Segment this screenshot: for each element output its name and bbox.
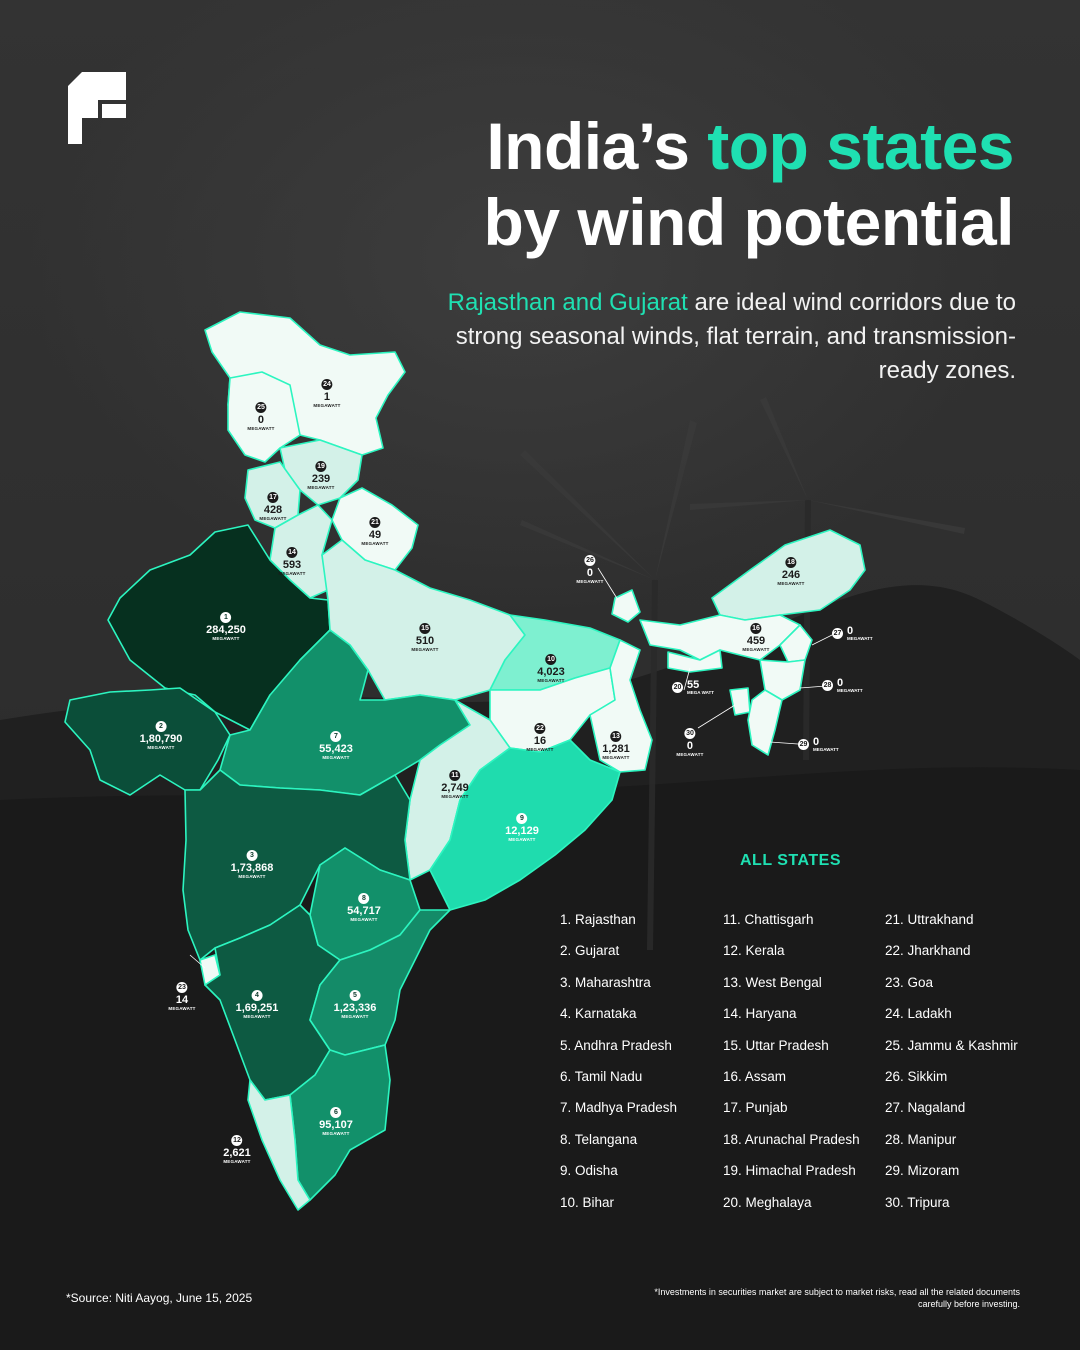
state-west-bengal xyxy=(589,639,653,773)
map-label-8: 8 54,717 MEGAWATT xyxy=(347,893,381,922)
map-label-6: 6 95,107 MEGAWATT xyxy=(319,1107,353,1136)
legend-item: 17. Punjab xyxy=(723,1100,788,1116)
legend-item: 3. Maharashtra xyxy=(560,974,651,990)
legend-item: 29. Mizoram xyxy=(885,1163,960,1179)
map-label-21: 21 49 MEGAWATT xyxy=(361,517,389,546)
legend-item: 2. Gujarat xyxy=(560,943,620,959)
map-label-24: 24 1 MEGAWATT xyxy=(313,379,341,408)
legend-item: 7. Madhya Pradesh xyxy=(560,1100,678,1116)
map-label-1: 1 284,250 MEGAWATT xyxy=(206,612,246,641)
legend-item: 30. Tripura xyxy=(885,1194,950,1210)
map-label-16: 16 459 MEGAWATT xyxy=(742,623,770,652)
state-mizoram xyxy=(747,689,783,756)
legend-item: 1. Rajasthan xyxy=(560,912,636,927)
map-label-10: 10 4,023 MEGAWATT xyxy=(537,654,565,683)
map-label-4: 4 1,69,251 MEGAWATT xyxy=(235,990,279,1019)
map-label-27: 27 0 MEGAWATT xyxy=(832,625,873,641)
state-legend: 1. Rajasthan 2. Gujarat 3. Maharashtra 4… xyxy=(560,912,1040,1226)
state-kerala xyxy=(247,1079,311,1211)
legend-item: 19. Himachal Pradesh xyxy=(723,1163,856,1179)
legend-item: 13. West Bengal xyxy=(723,974,822,990)
map-label-7: 7 55,423 MEGAWATT xyxy=(319,731,353,760)
subtitle-rest: are ideal wind corridors due to strong s… xyxy=(455,289,1016,384)
legend-item: 4. Karnataka xyxy=(560,1006,637,1022)
map-label-20: 20 55 MEGA WATT xyxy=(672,679,714,695)
state-jammu-kashmir xyxy=(227,371,301,463)
map-label-3: 3 1,73,868 MEGAWATT xyxy=(230,850,274,879)
map-label-23: 23 14 MEGAWATT xyxy=(168,982,196,1011)
map-label-14: 14 593 MEGAWATT xyxy=(278,547,306,576)
map-label-26: 26 0 MEGAWATT xyxy=(576,555,604,584)
legend-item: 16. Assam xyxy=(723,1068,787,1084)
legend-item: 14. Haryana xyxy=(723,1006,797,1022)
legend-item: 28. Manipur xyxy=(885,1131,957,1147)
title-line1-accent: top states xyxy=(707,109,1014,183)
legend-item: 20. Meghalaya xyxy=(723,1194,812,1210)
state-nagaland xyxy=(779,624,813,663)
title-line2: by wind potential xyxy=(483,185,1015,259)
state-sikkim xyxy=(611,589,641,623)
title-line1-plain: India’s xyxy=(486,109,708,183)
legend-item: 15. Uttar Pradesh xyxy=(723,1037,829,1053)
legend-item: 10. Bihar xyxy=(560,1194,615,1210)
map-label-22: 22 16 MEGAWATT xyxy=(526,723,554,752)
source-note: *Source: Niti Aayog, June 15, 2025 xyxy=(66,1291,253,1305)
map-label-30: 30 0 MEGAWATT xyxy=(676,728,704,757)
legend-item: 24. Ladakh xyxy=(885,1006,952,1022)
state-andhra-pradesh xyxy=(309,909,451,1056)
state-odisha xyxy=(429,739,621,911)
page-subtitle: Rajasthan and Gujarat are ideal wind cor… xyxy=(416,286,1016,388)
map-label-5: 5 1,23,336 MEGAWATT xyxy=(333,990,377,1019)
legend-item: 9. Odisha xyxy=(560,1163,618,1179)
map-label-18: 18 246 MEGAWATT xyxy=(777,557,805,586)
legend-item: 23. Goa xyxy=(885,974,934,990)
legend-item: 22. Jharkhand xyxy=(885,943,971,959)
legend-item: 25. Jammu & Kashmir xyxy=(885,1037,1018,1053)
legend-item: 6. Tamil Nadu xyxy=(560,1068,643,1084)
map-label-25: 25 0 MEGAWATT xyxy=(247,402,275,431)
map-label-9: 9 12,129 MEGAWATT xyxy=(505,813,539,842)
state-meghalaya xyxy=(667,649,723,673)
legend-item: 11. Chattisgarh xyxy=(723,912,814,927)
map-label-11: 11 2,749 MEGAWATT xyxy=(441,770,469,799)
map-label-2: 2 1,80,790 MEGAWATT xyxy=(139,721,183,750)
legend-item: 5. Andhra Pradesh xyxy=(560,1037,672,1053)
map-label-29: 29 0 MEGAWATT xyxy=(798,736,839,752)
legend-item: 26. Sikkim xyxy=(885,1068,948,1084)
map-label-13: 13 1,281 MEGAWATT xyxy=(602,731,630,760)
legend-item: 21. Uttrakhand xyxy=(885,912,974,927)
disclaimer-note: *Investments in securities market are su… xyxy=(654,1287,1020,1309)
legend-title: ALL STATES xyxy=(740,852,841,869)
legend-item: 12. Kerala xyxy=(723,943,785,959)
map-label-17: 17 428 MEGAWATT xyxy=(259,492,287,521)
legend-item: 18. Arunachal Pradesh xyxy=(723,1131,860,1147)
map-label-15: 15 510 MEGAWATT xyxy=(411,623,439,652)
brand-logo xyxy=(68,72,126,144)
legend-item: 8. Telangana xyxy=(560,1131,638,1147)
map-label-12: 12 2,621 MEGAWATT xyxy=(223,1135,251,1164)
legend-item: 27. Nagaland xyxy=(885,1100,966,1116)
state-tripura xyxy=(729,687,751,716)
page-title: India’s top states by wind potential xyxy=(374,108,1015,260)
map-label-28: 28 0 MEGAWATT xyxy=(822,677,863,693)
subtitle-accent: Rajasthan and Gujarat xyxy=(447,289,688,316)
map-label-19: 19 239 MEGAWATT xyxy=(307,461,335,490)
